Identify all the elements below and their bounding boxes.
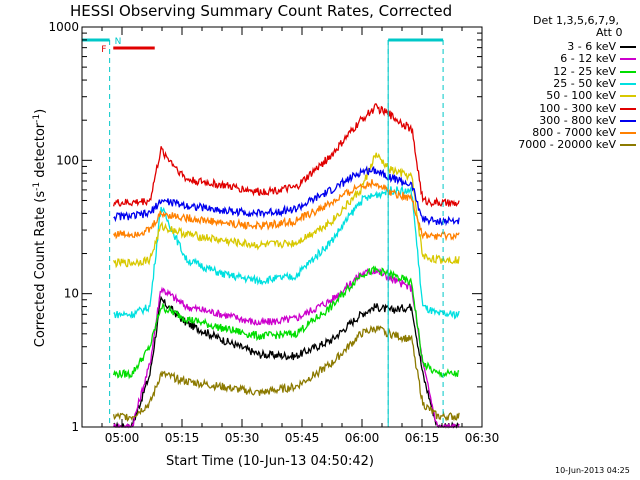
series-line-8 [112,324,460,422]
x-tick-label-3: 05:45 [285,431,320,445]
legend-label: 7000 - 20000 keV [518,138,616,152]
legend-header-attenuator: Att 0 [596,26,623,39]
x-tick-label-4: 06:00 [345,431,380,445]
x-tick-label-2: 05:30 [225,431,260,445]
legend-item: 50 - 100 keV [490,89,638,102]
legend-swatch [620,144,636,147]
chart-title: HESSI Observing Summary Count Rates, Cor… [70,2,453,20]
legend-item: 3 - 6 keV [490,40,638,53]
legend-header-detectors: Det 1,3,5,6,7,9, [533,14,620,27]
y-axis-label-prefix: Corrected Count Rate (s [33,190,49,348]
y-tick-label-1: 10 [64,287,79,301]
legend-swatch [620,46,636,48]
series-line-1 [112,267,460,429]
series-line-7 [113,179,460,242]
plot-timestamp: 10-Jun-2013 04:25 [555,466,630,475]
legend-label: 6 - 12 keV [560,52,616,66]
y-axis-ticks: 1 10 100 1000 [48,20,482,434]
legend-item: 7000 - 20000 keV [490,138,638,151]
legend-label: 50 - 100 keV [546,89,616,103]
y-tick-label-2: 100 [56,153,79,167]
y-axis-label-suffix: ) [33,108,49,114]
legend-swatch [620,107,636,110]
flare-label: F [101,45,106,55]
legend-swatch [620,132,636,135]
series-line-2 [112,265,460,380]
legend-label: 12 - 25 keV [553,64,616,78]
legend-label: 25 - 50 keV [553,76,616,90]
legend-swatch [620,82,636,85]
legend-swatch [620,58,636,61]
x-tick-label-1: 05:15 [165,431,200,445]
series-line-4 [113,152,460,269]
legend-swatch [620,119,636,122]
legend-item: 100 - 300 keV [490,102,638,115]
series-line-0 [113,295,460,429]
legend-swatch [620,95,636,98]
legend-item: 12 - 25 keV [490,65,638,78]
y-axis-label-exp1: -1 [31,181,42,191]
legend-item: 300 - 800 keV [490,114,638,127]
legend-label: 100 - 300 keV [539,101,616,115]
series-layer [112,103,460,429]
y-axis-label: Corrected Count Rate (s-1 detector-1) [32,109,48,347]
x-tick-label-5: 06:15 [405,431,440,445]
x-tick-label-6: 06:30 [465,431,500,445]
legend-swatch [620,70,636,73]
night-label: N [115,37,122,47]
y-tick-label-0: 1 [71,420,79,434]
x-tick-label-0: 05:00 [105,431,140,445]
y-axis-label-mid: detector [33,122,49,182]
legend-label: 800 - 7000 keV [532,126,616,140]
legend-label: 300 - 800 keV [539,113,616,127]
legend-item: 6 - 12 keV [490,52,638,65]
y-axis-label-exp2: -1 [31,113,42,123]
legend-item: 25 - 50 keV [490,77,638,90]
x-axis-ticks: 05:00 05:15 05:30 05:45 06:00 06:15 06:30 [101,27,500,445]
x-axis-label: Start Time (10-Jun-13 04:50:42) [166,454,374,469]
legend-item: 800 - 7000 keV [490,126,638,139]
y-tick-label-3: 1000 [48,20,79,34]
series-line-5 [112,103,460,208]
legend-label: 3 - 6 keV [567,40,616,53]
annotation-layer: NF [82,37,444,427]
series-line-3 [113,184,460,320]
series-line-6 [113,165,460,227]
